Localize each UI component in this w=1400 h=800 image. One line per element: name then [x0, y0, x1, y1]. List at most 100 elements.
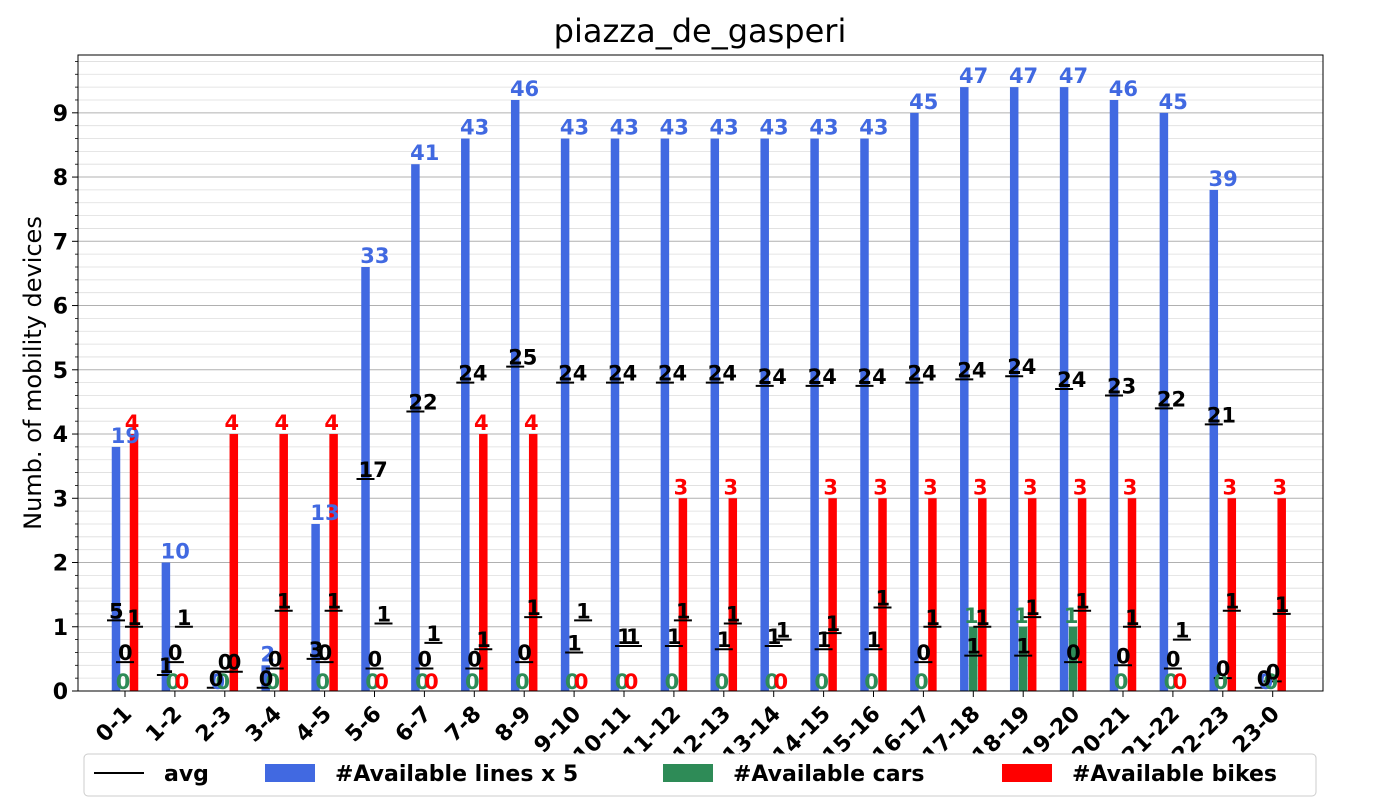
avg-label: 0 [1266, 660, 1281, 684]
data-label: 4 [225, 411, 240, 435]
data-label: 47 [1059, 64, 1088, 88]
data-label: 0 [574, 670, 589, 694]
avg-label: 0 [259, 667, 274, 691]
data-label: 0 [465, 670, 480, 694]
data-label: 3 [674, 475, 689, 499]
avg-label: 24 [1057, 368, 1086, 392]
avg-label: 0 [209, 667, 224, 691]
avg-label: 0 [318, 641, 333, 665]
bar [229, 434, 239, 691]
data-label: 0 [515, 670, 530, 694]
bar [969, 626, 978, 691]
avg-label: 0 [368, 648, 383, 672]
data-label: 0 [424, 670, 439, 694]
bar [928, 498, 937, 691]
bar [760, 138, 769, 692]
data-label: 41 [410, 141, 439, 165]
plot-frame [77, 54, 1324, 692]
data-label: 46 [510, 77, 539, 101]
legend-cars-label: #Available cars [733, 762, 925, 787]
legend-avg-label: avg [164, 762, 209, 787]
avg-label: 24 [708, 362, 737, 386]
avg-marks [107, 365, 1291, 689]
bar [710, 138, 720, 692]
avg-label: 1 [526, 596, 541, 620]
bar [279, 434, 288, 691]
avg-label: 0 [168, 641, 183, 665]
avg-label: 1 [327, 590, 342, 614]
data-label: 3 [823, 475, 838, 499]
y-tick-label: 6 [53, 295, 68, 320]
avg-label: 22 [408, 391, 437, 415]
data-label: 33 [360, 244, 389, 268]
data-label: 43 [710, 116, 739, 140]
avg-label: 1 [426, 622, 441, 646]
avg-label: 1 [1175, 619, 1190, 643]
avg-label: 24 [858, 365, 887, 389]
bar [161, 562, 171, 691]
data-label: 0 [615, 670, 630, 694]
avg-label: 1 [127, 606, 142, 630]
avg-label: 24 [907, 362, 936, 386]
data-label: 4 [274, 411, 289, 435]
avg-label: 0 [1257, 667, 1272, 691]
avg-label: 1 [1016, 635, 1031, 659]
data-label: 45 [1159, 90, 1188, 114]
bar [560, 138, 570, 692]
bar [1127, 498, 1137, 691]
data-label: 43 [759, 116, 788, 140]
data-label: 43 [809, 116, 838, 140]
data-label: 3 [973, 475, 988, 499]
avg-label: 1 [676, 599, 691, 623]
legend-cars-swatch [663, 764, 713, 782]
data-label: 47 [959, 64, 988, 88]
avg-label: 1 [617, 625, 632, 649]
data-label: 3 [873, 475, 888, 499]
data-label: 3 [1023, 475, 1038, 499]
avg-label: 25 [508, 346, 537, 370]
avg-label: 1 [626, 625, 641, 649]
bar [810, 138, 819, 692]
bar [660, 138, 670, 692]
data-label: 0 [365, 670, 380, 694]
data-label: 47 [1009, 64, 1038, 88]
bar [910, 112, 919, 692]
avg-label: 1 [767, 625, 782, 649]
avg-label: 0 [467, 648, 482, 672]
avg-label: 1 [1025, 596, 1040, 620]
bar [311, 523, 320, 691]
avg-label: 1 [1275, 593, 1290, 617]
avg-label: 21 [1207, 403, 1236, 427]
data-label: 0 [374, 670, 389, 694]
avg-label: 1 [776, 619, 791, 643]
avg-label: 1 [826, 612, 841, 636]
avg-label: 0 [1116, 644, 1131, 668]
data-label: 0 [864, 670, 879, 694]
avg-label: 0 [1066, 641, 1081, 665]
data-label: 43 [610, 116, 639, 140]
avg-label: 1 [377, 603, 392, 627]
avg-label: 1 [1225, 590, 1240, 614]
avg-label: 1 [177, 606, 192, 630]
avg-label: 24 [758, 365, 787, 389]
bar [610, 138, 620, 692]
data-label: 0 [665, 670, 680, 694]
avg-label: 17 [359, 458, 388, 482]
avg-label: 1 [966, 635, 981, 659]
data-label: 0 [1164, 670, 1179, 694]
bar [1027, 498, 1037, 691]
data-label: 43 [660, 116, 689, 140]
avg-label: 24 [1007, 355, 1036, 379]
bar [129, 434, 139, 691]
avg-label: 0 [268, 648, 283, 672]
avg-label: 1 [1125, 606, 1140, 630]
legend: avg #Available lines x 5 #Available cars… [83, 753, 1317, 797]
avg-label: 24 [957, 358, 986, 382]
avg-label: 24 [808, 365, 837, 389]
data-label: 0 [315, 670, 330, 694]
avg-label: 24 [658, 362, 687, 386]
avg-label: 1 [567, 631, 582, 655]
data-label: 0 [216, 670, 231, 694]
avg-label: 1 [667, 625, 682, 649]
